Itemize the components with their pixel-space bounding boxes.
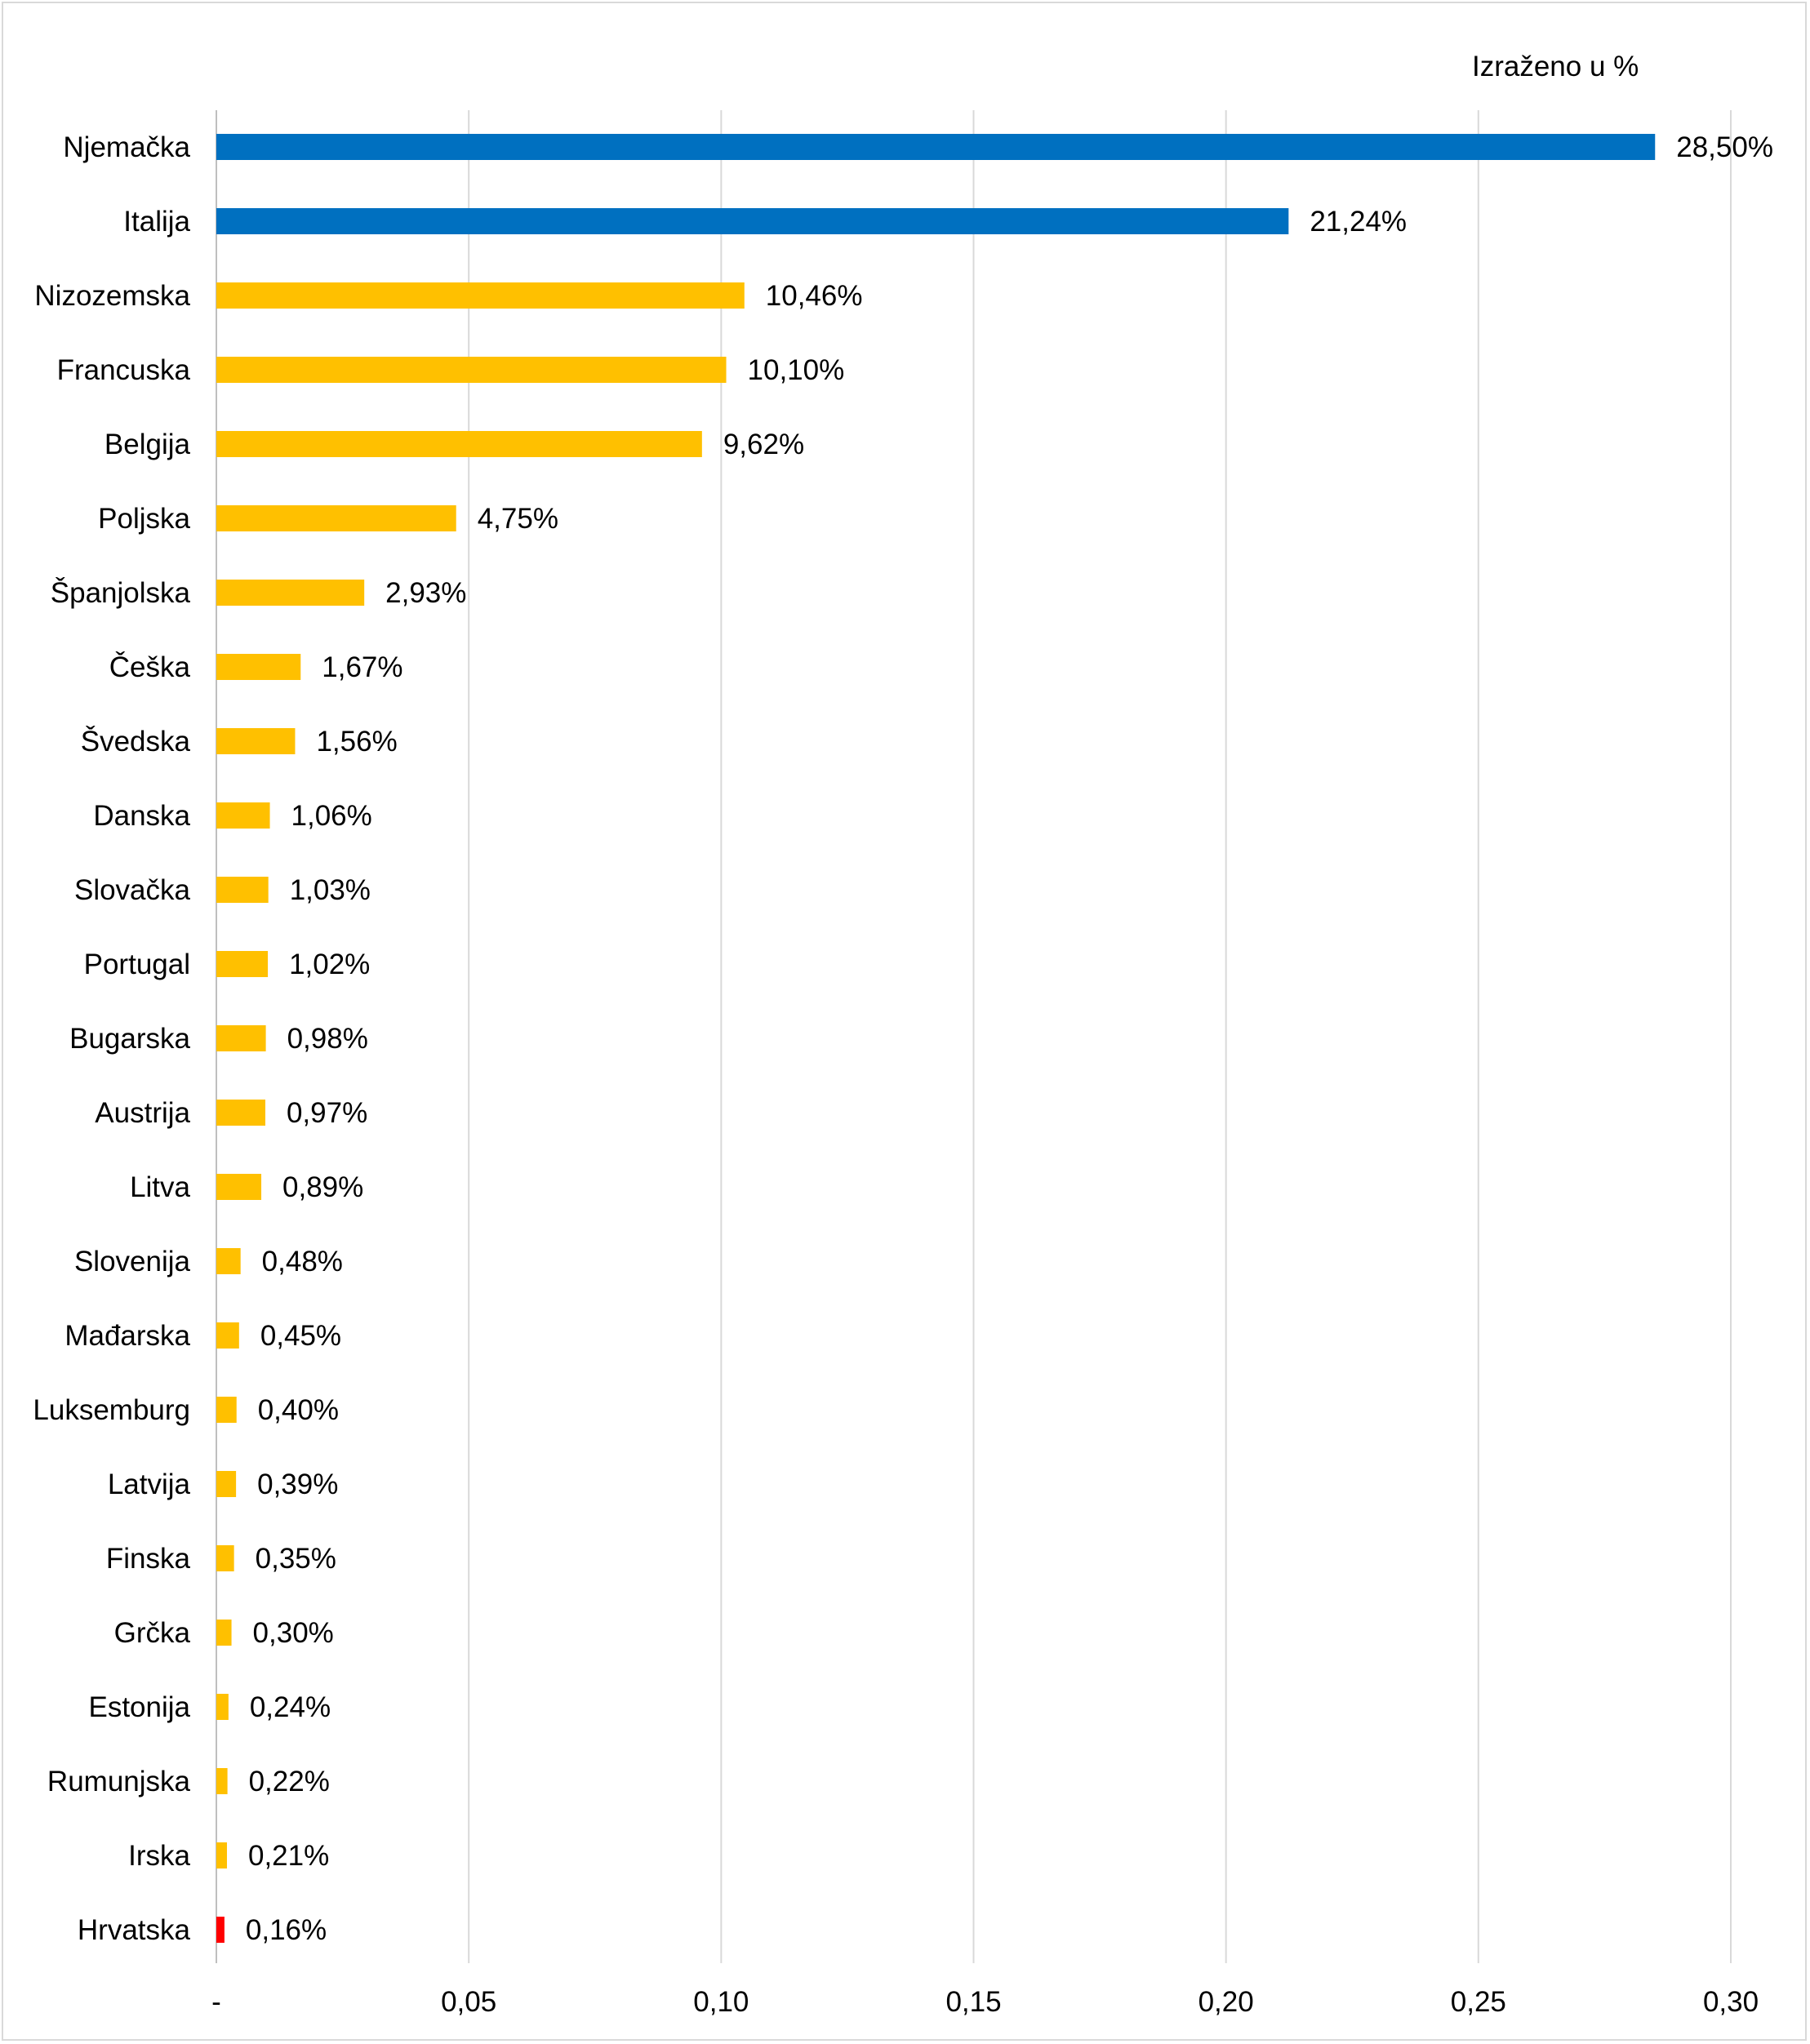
data-label: 0,22% xyxy=(249,1766,330,1797)
bar xyxy=(216,1768,228,1794)
x-tick-label: 0,15 xyxy=(945,1986,1001,2018)
x-tick-label: 0,10 xyxy=(693,1986,749,2018)
bar xyxy=(216,951,269,977)
category-label: Grčka xyxy=(114,1617,191,1649)
bar xyxy=(216,282,745,309)
bar xyxy=(216,728,296,754)
category-label: Italija xyxy=(123,206,190,238)
category-label: Luksemburg xyxy=(33,1394,190,1426)
bar xyxy=(216,1174,262,1200)
category-label: Španjolska xyxy=(51,577,191,609)
category-label: Hrvatska xyxy=(78,1914,191,1946)
category-label: Bugarska xyxy=(69,1023,190,1055)
bar xyxy=(216,580,365,606)
category-label: Češka xyxy=(109,651,191,683)
bar xyxy=(216,505,456,531)
bar xyxy=(216,134,1656,160)
bar xyxy=(216,431,702,457)
bar xyxy=(216,1842,227,1868)
category-label: Austrija xyxy=(95,1097,190,1129)
category-label: Belgija xyxy=(105,429,191,460)
data-label: 0,45% xyxy=(260,1320,341,1352)
bar xyxy=(216,802,270,829)
bar xyxy=(216,1025,266,1051)
bar xyxy=(216,1471,237,1497)
data-label: 1,56% xyxy=(316,726,397,758)
x-tick-label: 0,30 xyxy=(1703,1986,1759,2018)
data-label: 0,35% xyxy=(256,1543,336,1575)
data-label: 0,48% xyxy=(262,1246,343,1278)
data-label: 0,30% xyxy=(253,1617,334,1649)
category-label: Poljska xyxy=(98,503,190,535)
bar xyxy=(216,1620,232,1646)
data-label: 2,93% xyxy=(385,577,466,609)
bar xyxy=(216,1917,225,1943)
category-label: Slovenija xyxy=(74,1246,191,1278)
bar xyxy=(216,1100,265,1126)
data-label: 10,10% xyxy=(748,354,845,386)
x-tick-label: 0,20 xyxy=(1199,1986,1254,2018)
data-label: 0,24% xyxy=(250,1691,331,1723)
category-label: Estonija xyxy=(88,1691,190,1723)
data-label: 0,98% xyxy=(287,1023,368,1055)
category-label: Švedska xyxy=(81,726,191,758)
data-label: 0,89% xyxy=(282,1171,363,1203)
bar xyxy=(216,357,727,383)
category-label: Portugal xyxy=(84,949,190,980)
data-label: 9,62% xyxy=(723,429,804,460)
data-label: 0,97% xyxy=(287,1097,367,1129)
data-label: 21,24% xyxy=(1310,206,1407,238)
data-label: 28,50% xyxy=(1676,131,1773,163)
bar xyxy=(216,1397,237,1423)
category-label: Nizozemska xyxy=(34,280,190,312)
category-label: Finska xyxy=(106,1543,191,1575)
category-label: Litva xyxy=(130,1171,190,1203)
category-label: Latvija xyxy=(108,1469,191,1500)
category-label: Rumunjska xyxy=(47,1766,191,1797)
x-tick-label: 0,05 xyxy=(441,1986,496,2018)
category-label: Danska xyxy=(93,800,190,832)
data-label: 1,06% xyxy=(291,800,372,832)
bar xyxy=(216,1248,241,1274)
bar xyxy=(216,1322,239,1349)
unit-note: Izraženo u % xyxy=(1472,51,1639,82)
data-label: 10,46% xyxy=(766,280,863,312)
data-label: 4,75% xyxy=(478,503,558,535)
data-label: 1,03% xyxy=(290,874,371,906)
category-label: Njemačka xyxy=(63,131,190,163)
data-label: 0,16% xyxy=(246,1914,327,1946)
data-label: 1,67% xyxy=(322,651,402,683)
x-tick-label: - xyxy=(211,1986,221,2018)
bar xyxy=(216,1545,234,1571)
bar xyxy=(216,654,301,680)
bar xyxy=(216,877,269,903)
bar xyxy=(216,208,1289,234)
category-label: Irska xyxy=(128,1840,190,1872)
category-label: Mađarska xyxy=(64,1320,190,1352)
category-label: Slovačka xyxy=(74,874,191,906)
data-label: 0,40% xyxy=(258,1394,339,1426)
x-tick-label: 0,25 xyxy=(1451,1986,1506,2018)
data-label: 0,21% xyxy=(248,1840,329,1872)
data-label: 1,02% xyxy=(289,949,370,980)
bar xyxy=(216,1694,229,1720)
data-label: 0,39% xyxy=(257,1469,338,1500)
category-label: Francuska xyxy=(57,354,191,386)
